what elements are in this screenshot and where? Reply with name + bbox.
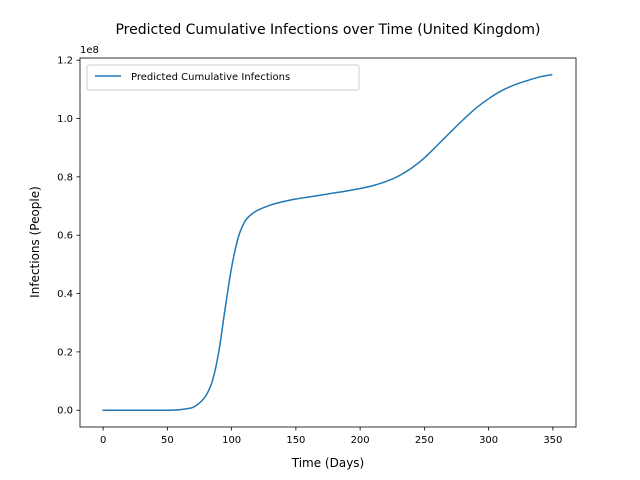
legend-label: Predicted Cumulative Infections <box>131 72 290 83</box>
x-axis-label: Time (Days) <box>291 456 365 470</box>
x-tick-label: 250 <box>415 435 434 446</box>
plot-area <box>79 57 577 428</box>
y-tick-label: 1.2 <box>57 56 73 67</box>
x-tick-label: 150 <box>286 435 305 446</box>
x-tick-label: 350 <box>543 435 562 446</box>
y-offset-text: 1e8 <box>80 45 99 56</box>
y-tick-label: 0.4 <box>57 289 73 300</box>
y-axis-label: Infections (People) <box>28 186 42 298</box>
legend: Predicted Cumulative Infections <box>86 64 360 91</box>
y-tick-label: 0.0 <box>57 406 73 417</box>
y-tick-label: 1.0 <box>57 114 73 125</box>
x-tick-label: 300 <box>479 435 498 446</box>
x-tick-label: 100 <box>222 435 241 446</box>
x-tick-label: 0 <box>100 435 106 446</box>
x-axis: 0 50 100 150 200 250 300 350 <box>100 427 562 446</box>
x-tick-label: 50 <box>161 435 174 446</box>
legend-box <box>86 64 360 91</box>
y-axis: 0.0 0.2 0.4 0.6 0.8 1.0 1.2 <box>57 56 80 417</box>
x-tick-label: 200 <box>351 435 370 446</box>
y-tick-label: 0.8 <box>57 172 73 183</box>
series-line-predicted-cumulative-infections <box>102 73 553 411</box>
series-layer <box>102 73 553 411</box>
chart-title: Predicted Cumulative Infections over Tim… <box>115 22 540 38</box>
y-tick-label: 0.2 <box>57 347 73 358</box>
y-tick-label: 0.6 <box>57 231 73 242</box>
